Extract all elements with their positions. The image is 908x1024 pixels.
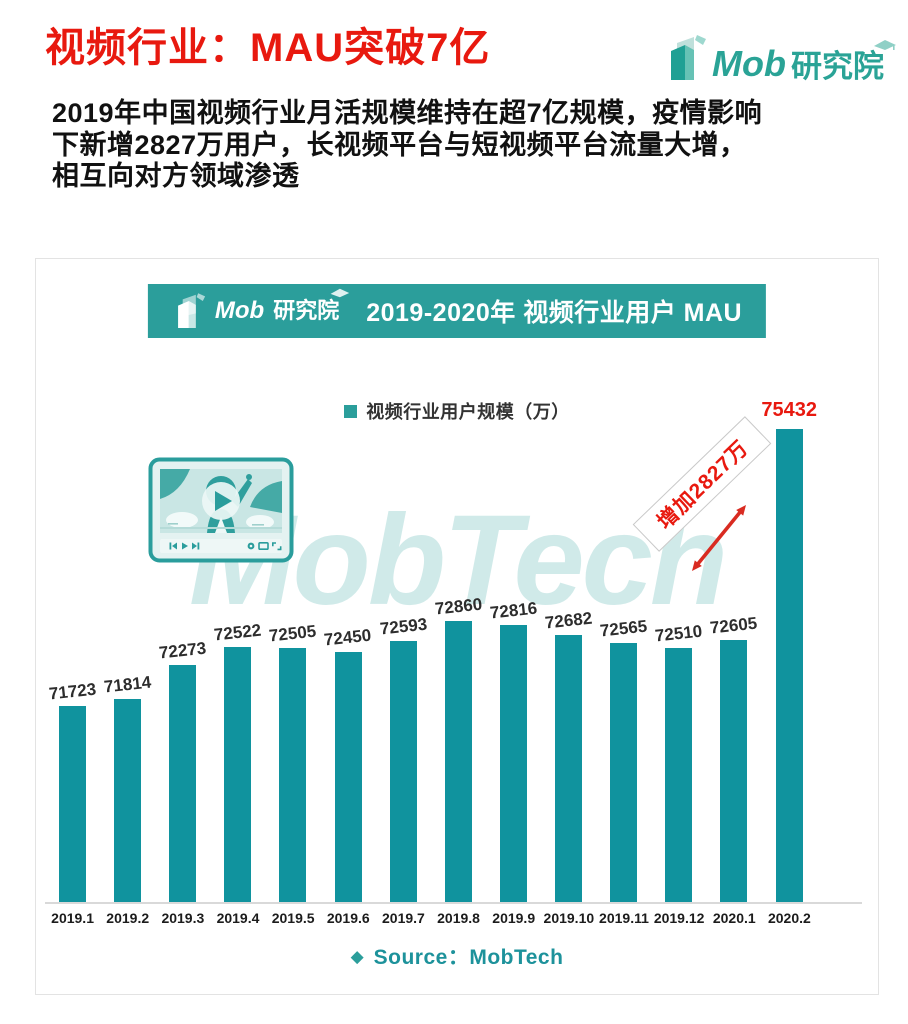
bar-value-label: 75432 bbox=[761, 399, 818, 422]
bar-slot: 75432 bbox=[761, 399, 817, 902]
legend: 视频行业用户规模（万） bbox=[36, 398, 878, 424]
x-axis-label: 2019.2 bbox=[106, 910, 150, 926]
bar bbox=[775, 429, 803, 902]
bar-value-label: 72593 bbox=[378, 614, 428, 639]
x-axis-label: 2019.9 bbox=[492, 910, 536, 926]
video-player-illustration bbox=[148, 457, 294, 563]
mob-building-icon bbox=[671, 35, 707, 80]
bar-value-label: 72273 bbox=[158, 638, 208, 663]
bar-slot: 72860 bbox=[431, 594, 486, 902]
bar-value-label: 72565 bbox=[599, 616, 649, 641]
chart-title-bar: Mob 研究院 2019-2020年 视频行业用户 MAU bbox=[147, 284, 767, 338]
bar-value-label: 72522 bbox=[213, 620, 263, 645]
x-axis-label: 2020.1 bbox=[712, 910, 756, 926]
header: 视频行业：MAU突破7亿 Mob 研究院 bbox=[45, 26, 896, 84]
bar-slot: 72510 bbox=[651, 621, 706, 902]
bar-slot: 72816 bbox=[486, 598, 541, 902]
bar-slot: 72522 bbox=[210, 620, 265, 902]
chart-brand-cn: 研究院 bbox=[273, 288, 350, 323]
bar bbox=[665, 647, 693, 902]
bar-value-label: 72450 bbox=[323, 625, 373, 650]
x-axis-label: 2019.3 bbox=[161, 910, 205, 926]
bar-slot: 71723 bbox=[45, 679, 100, 902]
graduation-cap-icon bbox=[874, 40, 896, 50]
bar-value-label: 72605 bbox=[709, 613, 759, 638]
x-axis-label: 2019.12 bbox=[653, 910, 705, 926]
x-labels: 2019.1 2019.2 2019.3 2019.4 2019.5 2019.6 2019… bbox=[45, 910, 817, 926]
bar bbox=[720, 640, 748, 902]
bar bbox=[389, 641, 417, 902]
source-note: ◆ Source：MobTech bbox=[36, 941, 878, 971]
graduation-cap-icon-white bbox=[330, 288, 350, 298]
mob-building-icon-white bbox=[178, 293, 206, 328]
bar bbox=[499, 624, 527, 902]
x-axis-label: 2019.1 bbox=[51, 910, 94, 926]
bar-slot: 71814 bbox=[100, 672, 155, 902]
bar bbox=[224, 646, 252, 902]
chart-title: 2019-2020年 视频行业用户 MAU bbox=[366, 299, 743, 327]
bar-slot: 72450 bbox=[321, 625, 376, 902]
bar-slot: 72565 bbox=[596, 616, 651, 902]
bar-value-label: 71723 bbox=[47, 679, 97, 704]
chart-brand-cn-text: 研究院 bbox=[273, 298, 340, 323]
chart-brand-latin: Mob bbox=[214, 297, 265, 324]
bar bbox=[444, 621, 472, 902]
chart-panel: MobTech Mob 研究院 2019-2020年 视频行业用户 MAU 视频… bbox=[35, 258, 879, 995]
bars: 71723 71814 72273 72522 72505 72450 72593 72860… bbox=[45, 387, 817, 902]
bar-value-label: 72505 bbox=[268, 621, 318, 646]
diamond-icon: ◆ bbox=[350, 946, 364, 966]
bar-value-label: 72860 bbox=[433, 594, 483, 619]
bar bbox=[279, 647, 307, 902]
bar bbox=[169, 665, 197, 902]
bar-slot: 72593 bbox=[376, 614, 431, 902]
x-axis-label: 2019.4 bbox=[216, 910, 260, 926]
x-axis-label: 2019.11 bbox=[599, 910, 649, 926]
bar-value-label: 71814 bbox=[103, 672, 153, 697]
intro-paragraph: 2019年中国视频行业月活规模维持在超7亿规模，疫情影响 下新增2827万用户，… bbox=[52, 98, 763, 191]
bar-slot: 72273 bbox=[155, 638, 210, 902]
x-axis-label: 2019.7 bbox=[382, 910, 425, 926]
x-axis-label: 2019.10 bbox=[543, 910, 595, 926]
bar-value-label: 72816 bbox=[488, 598, 538, 623]
brand-name-latin: Mob bbox=[712, 43, 786, 84]
chart-area: 71723 71814 72273 72522 72505 72450 72593 72860… bbox=[45, 387, 817, 926]
bar-slot: 72505 bbox=[265, 621, 320, 902]
brand-name-cn: 研究院 bbox=[791, 40, 896, 84]
bar-slot: 72605 bbox=[706, 613, 761, 902]
bar-value-label: 72682 bbox=[543, 608, 593, 633]
x-axis-line bbox=[45, 902, 862, 904]
brand-logo: Mob 研究院 bbox=[663, 34, 896, 84]
bar bbox=[59, 706, 87, 902]
bar bbox=[334, 652, 362, 902]
legend-label: 视频行业用户规模（万） bbox=[366, 402, 570, 422]
x-axis-label: 2020.2 bbox=[767, 910, 811, 926]
bar-value-label: 72510 bbox=[654, 621, 704, 645]
bar-slot: 72682 bbox=[541, 608, 596, 902]
source-label: Source：MobTech bbox=[373, 946, 564, 969]
bar bbox=[555, 634, 583, 902]
increase-arrow-icon bbox=[692, 505, 746, 571]
x-axis-label: 2019.6 bbox=[326, 910, 370, 926]
bar bbox=[114, 699, 142, 902]
legend-swatch bbox=[344, 404, 358, 418]
x-axis-label: 2019.8 bbox=[437, 910, 480, 926]
x-axis-label: 2019.5 bbox=[271, 910, 315, 926]
page-title: 视频行业：MAU突破7亿 bbox=[45, 26, 491, 70]
brand-name-cn-text: 研究院 bbox=[791, 49, 884, 84]
bar bbox=[610, 643, 638, 902]
